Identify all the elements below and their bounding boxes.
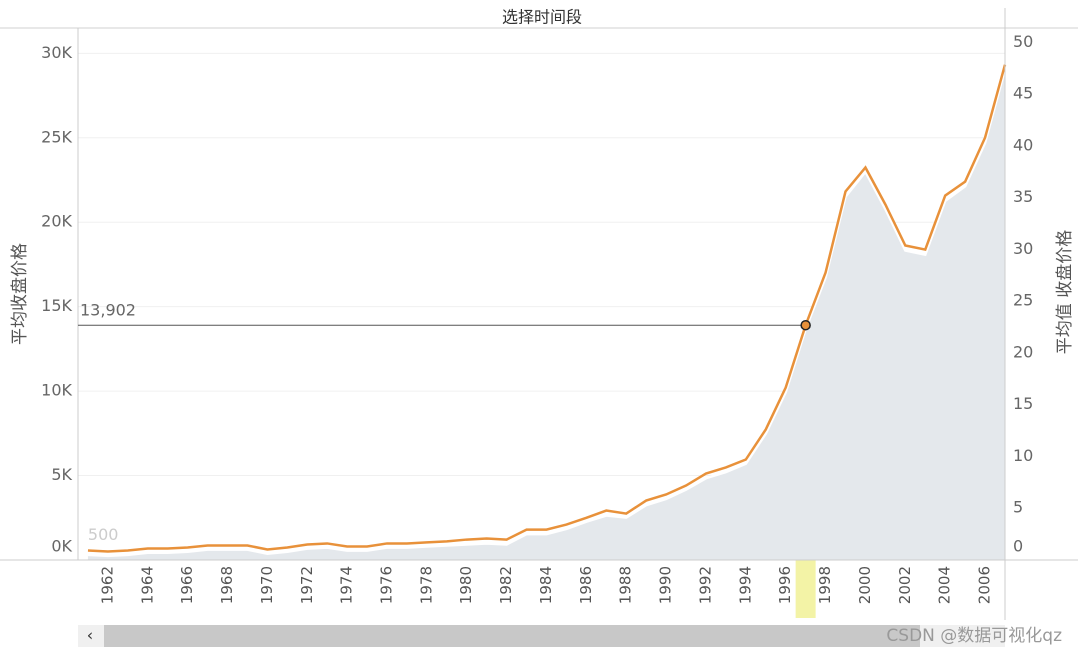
x-tick-label: 1994 <box>736 566 754 604</box>
x-tick-label: 1964 <box>138 566 156 604</box>
x-tick-label: 1972 <box>298 566 316 604</box>
x-tick-label: 1990 <box>657 566 675 604</box>
x-tick-label: 1996 <box>776 566 794 604</box>
y-axis-label: 平均收盘价格 <box>10 243 30 345</box>
x-tick-label: 1970 <box>258 566 276 604</box>
y2-tick-label: 20 <box>1013 342 1033 361</box>
area <box>87 69 1005 560</box>
y-tick-label: 10K <box>41 381 72 400</box>
y2-tick-label: 25 <box>1013 291 1033 310</box>
y2-tick-label: 50 <box>1013 32 1033 51</box>
area-edge <box>87 69 1007 558</box>
line <box>87 64 1007 553</box>
y2-tick-label: 30 <box>1013 239 1033 258</box>
x-tick-label: 1968 <box>218 566 236 604</box>
watermark: CSDN @数据可视化qz <box>886 626 1062 646</box>
y-tick-label: 20K <box>41 212 72 231</box>
x-tick-label: 1986 <box>577 566 595 604</box>
y2-axis-label: 平均值 收盘价格 <box>1055 230 1075 354</box>
y2-tick-label: 45 <box>1013 84 1033 103</box>
x-tick-label: 1980 <box>457 566 475 604</box>
x-tick-label: 1988 <box>617 566 635 604</box>
x-tick-label: 2006 <box>976 566 994 604</box>
y2-tick-label: 0 <box>1013 537 1023 556</box>
x-tick-label: 1992 <box>696 566 714 604</box>
x-tick-label: 1966 <box>178 566 196 604</box>
y2-tick-label: 35 <box>1013 187 1033 206</box>
plot-layer <box>78 52 1007 561</box>
x-tick-label: 1984 <box>537 566 555 604</box>
y-tick-label: 0K <box>51 537 72 556</box>
y2-tick-label: 40 <box>1013 135 1033 154</box>
x-tick-label: 1974 <box>338 566 356 604</box>
x-tick-label: 2004 <box>936 566 954 604</box>
reference-label: 13,902 <box>80 301 136 320</box>
y-tick-label: 15K <box>41 296 72 315</box>
y-tick-label: 5K <box>51 465 72 484</box>
y-tick-label: 25K <box>41 127 72 146</box>
scrollbar-thumb[interactable] <box>104 625 920 647</box>
x-tick-label: 1976 <box>378 566 396 604</box>
y2-tick-label: 5 <box>1013 498 1023 517</box>
x-tick-label: 1998 <box>816 566 834 604</box>
highlight-band <box>795 560 816 618</box>
x-tick-label: 1982 <box>497 566 515 604</box>
x-tick-label: 2000 <box>856 566 874 604</box>
x-tick-label: 1962 <box>98 566 116 604</box>
x-tick-label: 1978 <box>417 566 435 604</box>
reference-point <box>800 319 811 331</box>
scroll-left[interactable]: ‹ <box>87 626 93 645</box>
y2-tick-label: 10 <box>1013 446 1033 465</box>
y2-tick-label: 15 <box>1013 394 1033 413</box>
chart-title: 选择时间段 <box>502 8 582 27</box>
min-label: 500 <box>88 525 119 544</box>
y-tick-label: 30K <box>41 43 72 62</box>
x-tick-label: 2002 <box>896 566 914 604</box>
